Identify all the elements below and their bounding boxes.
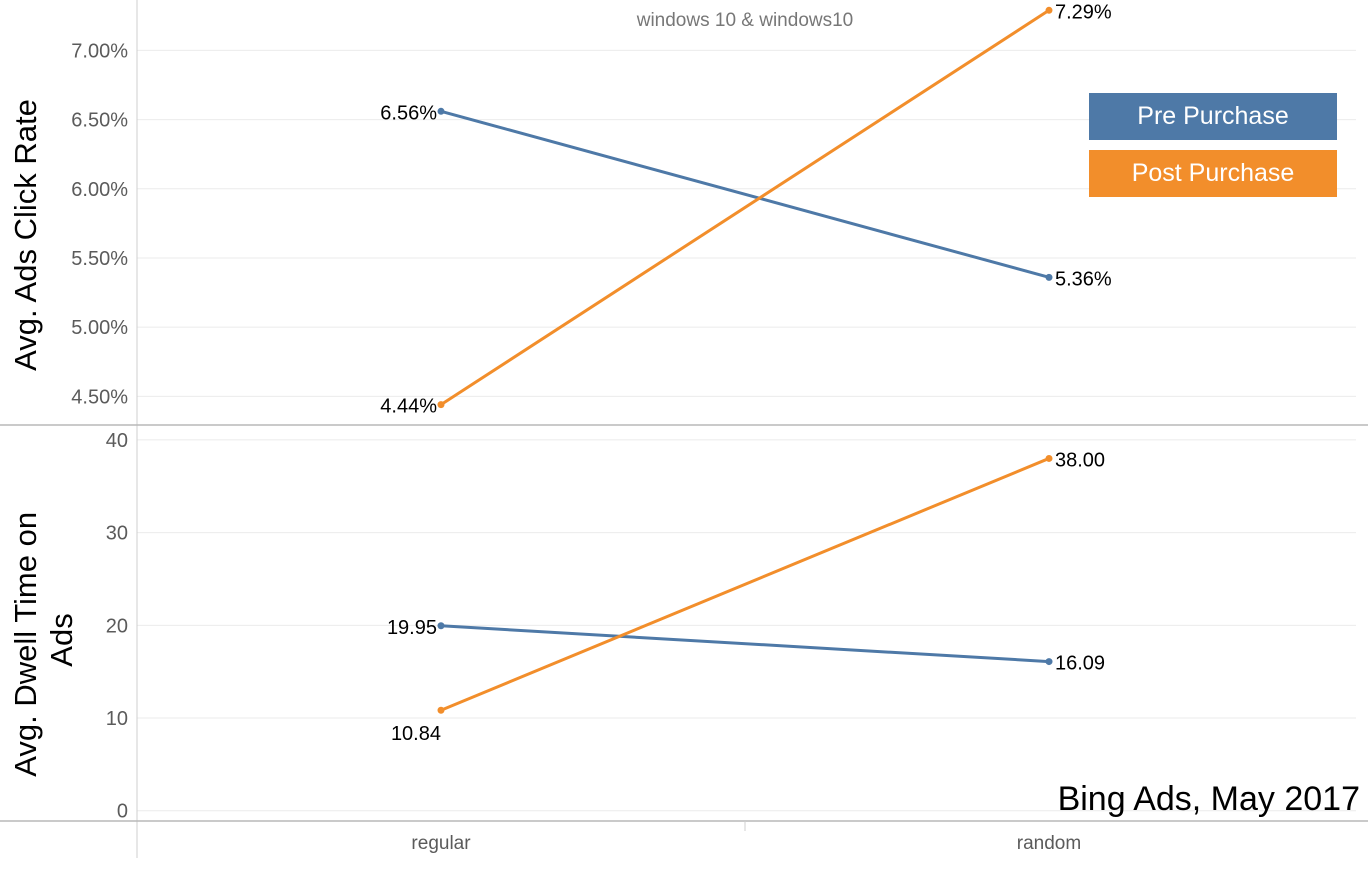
data-label-pre-purchase: 5.36% bbox=[1055, 268, 1112, 290]
y-tick-label: 6.00% bbox=[71, 179, 128, 201]
y-tick-label: 6.50% bbox=[71, 110, 128, 132]
x-tick-label-random: random bbox=[1017, 833, 1081, 854]
y-tick-label: 40 bbox=[106, 430, 128, 452]
y-axis-label-dwell-time-line2: Ads bbox=[44, 613, 79, 666]
data-point-pre-purchase[interactable] bbox=[437, 622, 445, 630]
data-point-post-purchase[interactable] bbox=[1045, 6, 1053, 14]
data-point-pre-purchase[interactable] bbox=[1045, 658, 1053, 666]
series-layer bbox=[437, 6, 1053, 714]
y-tick-label: 30 bbox=[106, 523, 128, 545]
series-line-post-purchase bbox=[439, 456, 1051, 712]
data-label-post-purchase: 7.29% bbox=[1055, 1, 1112, 23]
data-point-pre-purchase[interactable] bbox=[1045, 273, 1053, 281]
data-point-post-purchase[interactable] bbox=[437, 401, 445, 409]
y-tick-label: 5.00% bbox=[71, 317, 128, 339]
data-label-post-purchase: 10.84 bbox=[391, 723, 441, 745]
y-axis-label-dwell-time: Avg. Dwell Time on Ads bbox=[8, 503, 79, 776]
y-tick-label: 4.50% bbox=[71, 386, 128, 408]
series-line-pre-purchase bbox=[439, 109, 1051, 279]
data-point-post-purchase[interactable] bbox=[437, 706, 445, 714]
data-point-post-purchase[interactable] bbox=[1045, 454, 1053, 462]
grid-layer bbox=[137, 49, 1356, 812]
source-note: Bing Ads, May 2017 bbox=[1058, 780, 1360, 818]
series-line-post-purchase bbox=[439, 8, 1051, 407]
data-point-pre-purchase[interactable] bbox=[437, 107, 445, 115]
y-tick-label: 10 bbox=[106, 708, 128, 730]
y-tick-label: 7.00% bbox=[71, 40, 128, 62]
data-label-post-purchase: 38.00 bbox=[1055, 449, 1105, 471]
data-label-pre-purchase: 16.09 bbox=[1055, 653, 1105, 675]
y-tick-label: 5.50% bbox=[71, 248, 128, 270]
y-axis-label-dwell-time-line1: Avg. Dwell Time on bbox=[8, 512, 43, 777]
legend-item-pre-purchase[interactable]: Pre Purchase bbox=[1089, 93, 1337, 140]
legend-label-pre-purchase: Pre Purchase bbox=[1137, 102, 1289, 130]
x-tick-label-regular: regular bbox=[411, 833, 471, 854]
legend-item-post-purchase[interactable]: Post Purchase bbox=[1089, 150, 1337, 197]
y-tick-label: 0 bbox=[117, 801, 128, 823]
data-label-post-purchase: 4.44% bbox=[380, 396, 437, 418]
y-axis-label-click-rate: Avg. Ads Click Rate bbox=[8, 99, 43, 371]
y-tick-label: 20 bbox=[106, 615, 128, 637]
data-label-pre-purchase: 6.56% bbox=[380, 102, 437, 124]
legend-label-post-purchase: Post Purchase bbox=[1131, 159, 1295, 187]
data-label-pre-purchase: 19.95 bbox=[387, 617, 437, 639]
text-layer: regular random 4.50% 5.00% 5.50% 6.00% 6.50% 7.… bbox=[71, 1, 1112, 854]
series-line-pre-purchase bbox=[439, 624, 1051, 664]
chart-title: windows 10 & windows10 bbox=[636, 10, 854, 31]
